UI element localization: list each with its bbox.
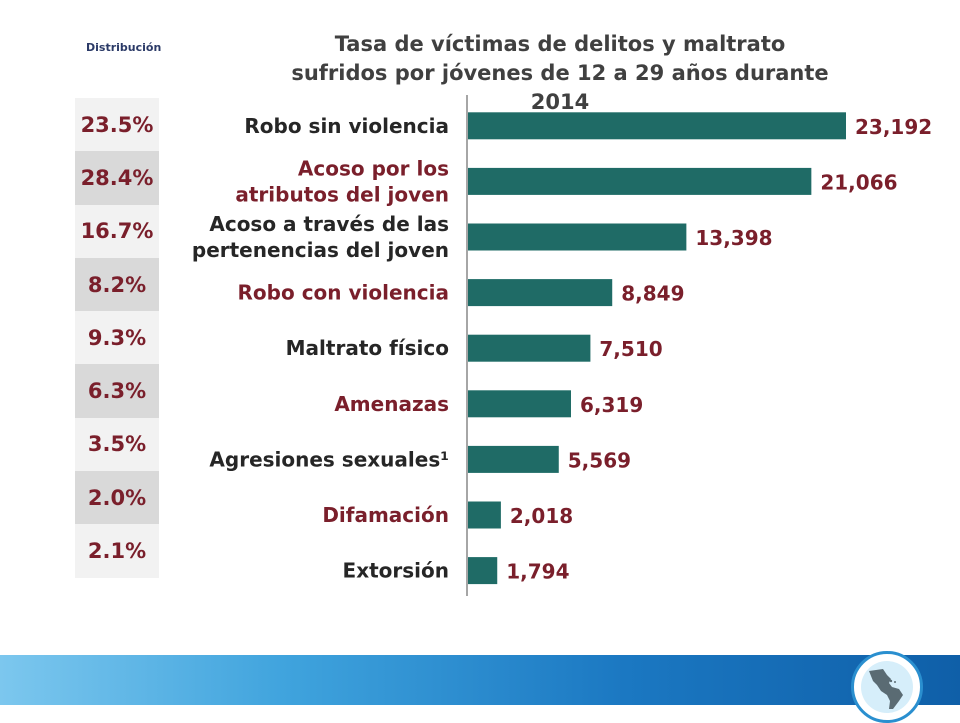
category-label: Extorsión: [343, 559, 449, 583]
bar: [468, 445, 559, 473]
category-label: pertenencias del joven: [192, 238, 449, 262]
distribution-cell: 3.5%: [75, 417, 159, 472]
bar: [468, 223, 687, 251]
distribution-cell: 28.4%: [75, 151, 159, 205]
distribution-column: 23.5% 28.4% 16.7% 8.2% 9.3% 6.3% 3.5% 2.0% 2.1%: [75, 98, 159, 578]
bar: [468, 501, 501, 529]
americas-map-icon: [861, 661, 913, 713]
data-label: 5,569: [568, 448, 631, 472]
category-label: Robo con violencia: [238, 281, 449, 305]
organization-logo: [851, 651, 923, 723]
bar: [468, 167, 812, 195]
chart-title: Tasa de víctimas de delitos y maltrato: [334, 32, 786, 56]
category-label: Amenazas: [334, 392, 449, 416]
distribution-cell: 23.5%: [75, 98, 159, 152]
footer-stripe: [0, 705, 960, 720]
data-label: 13,398: [695, 226, 772, 250]
bar: [468, 390, 571, 418]
bar: [468, 557, 498, 585]
data-label: 1,794: [506, 560, 569, 584]
bar: [468, 112, 846, 140]
distribution-header: Distribución: [86, 41, 162, 54]
footer-band: [0, 655, 960, 707]
bar: [468, 334, 591, 362]
distribution-cell: 6.3%: [75, 364, 159, 418]
category-label: Acoso por los: [298, 156, 449, 180]
data-label: 23,192: [855, 115, 932, 139]
category-label: Robo sin violencia: [244, 114, 449, 138]
data-label: 2,018: [510, 504, 573, 528]
data-label: 8,849: [621, 282, 684, 306]
chart-subtitle: sufridos por jóvenes de 12 a 29 años dur…: [291, 61, 829, 114]
distribution-cell: 2.0%: [75, 471, 159, 525]
category-label: Maltrato físico: [286, 336, 449, 360]
bar: [468, 279, 613, 307]
chart-title-block: Tasa de víctimas de delitos y maltrato s…: [260, 30, 860, 117]
distribution-cell: 2.1%: [75, 524, 159, 578]
data-label: 6,319: [580, 393, 643, 417]
distribution-cell: 9.3%: [75, 311, 159, 365]
category-label: Agresiones sexuales¹: [209, 447, 449, 471]
category-label: Acoso a través de las: [209, 212, 449, 236]
distribution-cell: 8.2%: [75, 257, 159, 312]
category-label: Difamación: [322, 503, 449, 527]
data-label: 21,066: [820, 170, 897, 194]
data-label: 7,510: [599, 337, 662, 361]
distribution-cell: 16.7%: [75, 204, 159, 258]
category-label: atributos del joven: [235, 182, 449, 206]
